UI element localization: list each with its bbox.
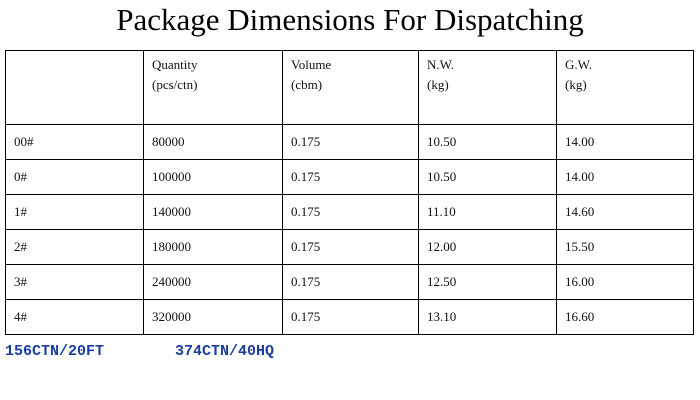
table-row: 1# 140000 0.175 11.10 14.60: [5, 194, 694, 230]
table-cell: 0#: [5, 159, 144, 195]
table-cell: 13.10: [418, 299, 557, 335]
table-cell: 14.00: [556, 124, 694, 160]
table-cell: 0.175: [282, 124, 419, 160]
table-cell: 15.50: [556, 229, 694, 265]
table-cell: 16.00: [556, 264, 694, 300]
header-label: Quantity: [152, 57, 198, 72]
table-cell: 14.00: [556, 159, 694, 195]
table-cell: 2#: [5, 229, 144, 265]
table-row: 0# 100000 0.175 10.50 14.00: [5, 159, 694, 195]
table-cell: 320000: [143, 299, 283, 335]
table-cell: 00#: [5, 124, 144, 160]
footer-note: 156CTN/20FT: [5, 343, 105, 360]
table-cell: 10.50: [418, 124, 557, 160]
table-cell: 12.00: [418, 229, 557, 265]
table-cell: 16.60: [556, 299, 694, 335]
table-cell: 1#: [5, 194, 144, 230]
header-label: G.W.: [565, 57, 592, 72]
table-cell: 11.10: [418, 194, 557, 230]
header-cell: G.W. (kg): [556, 50, 694, 125]
table-cell: 0.175: [282, 159, 419, 195]
table-row: 3# 240000 0.175 12.50 16.00: [5, 264, 694, 300]
table-cell: 12.50: [418, 264, 557, 300]
table-cell: 0.175: [282, 229, 419, 265]
table-cell: 0.175: [282, 299, 419, 335]
header-cell: N.W. (kg): [418, 50, 557, 125]
header-unit: (pcs/ctn): [152, 77, 198, 92]
header-label: Volume: [291, 57, 332, 72]
dimensions-table: Quantity (pcs/ctn) Volume (cbm) N.W. (kg) G.W.…: [5, 50, 694, 335]
table-cell: 100000: [143, 159, 283, 195]
table-cell: 14.60: [556, 194, 694, 230]
table-cell: 240000: [143, 264, 283, 300]
table-cell: 80000: [143, 124, 283, 160]
table-cell: 140000: [143, 194, 283, 230]
title: Package Dimensions For Dispatching: [116, 2, 584, 37]
header-unit: (kg): [565, 77, 587, 92]
table-row: 4# 320000 0.175 13.10 16.60: [5, 299, 694, 335]
table-cell: 4#: [5, 299, 144, 335]
header-cell: Quantity (pcs/ctn): [143, 50, 283, 125]
table-cell: 10.50: [418, 159, 557, 195]
header-cell: Volume (cbm): [282, 50, 419, 125]
table-row: 2# 180000 0.175 12.00 15.50: [5, 229, 694, 265]
header-label: N.W.: [427, 57, 454, 72]
header-row: Quantity (pcs/ctn) Volume (cbm) N.W. (kg) G.W.…: [5, 50, 694, 125]
table-cell: 3#: [5, 264, 144, 300]
header-unit: (cbm): [291, 77, 323, 92]
header-unit: (kg): [427, 77, 449, 92]
table-row: 00# 80000 0.175 10.50 14.00: [5, 124, 694, 160]
table-cell: 180000: [143, 229, 283, 265]
footer-note: 374CTN/40HQ: [175, 343, 275, 360]
table-cell: 0.175: [282, 194, 419, 230]
header-cell: [5, 50, 144, 125]
table-cell: 0.175: [282, 264, 419, 300]
